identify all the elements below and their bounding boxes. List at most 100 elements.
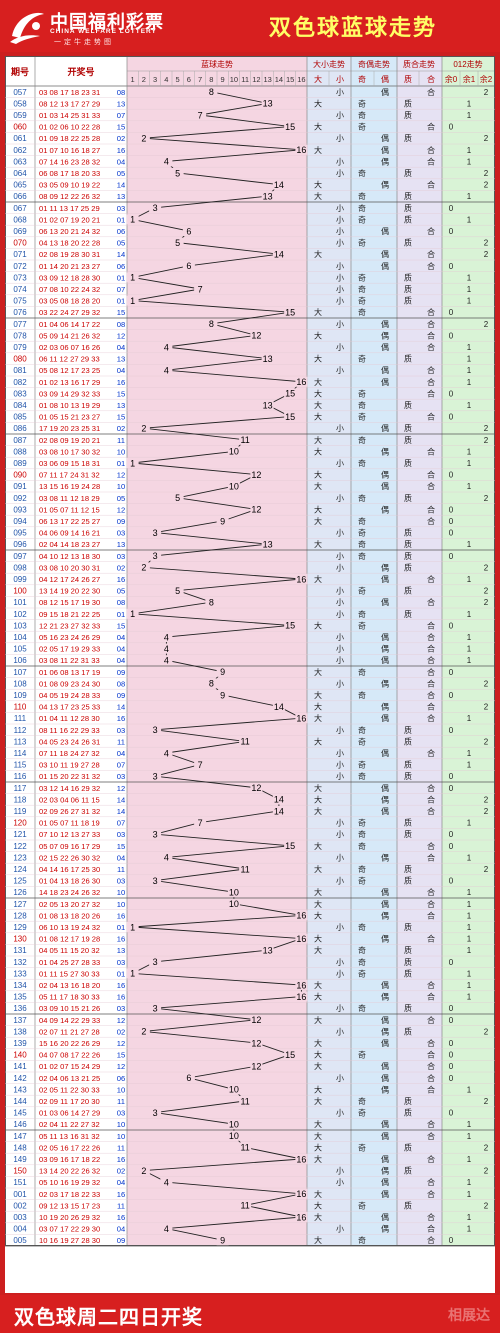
- prime-mark: 质: [404, 168, 412, 178]
- mod3-mark: 2: [484, 134, 489, 143]
- mod3-mark: 0: [449, 262, 454, 271]
- odd-mark: 奇: [358, 272, 366, 282]
- blue-ball-cell: 02: [117, 424, 125, 433]
- mod3-mark: 0: [449, 784, 454, 793]
- blue-point-bg: [126, 968, 139, 979]
- mod3-mark: 1: [467, 1190, 472, 1199]
- blue-point-label: 13: [263, 99, 273, 109]
- small-mark: 小: [336, 262, 344, 271]
- blue-point-bg: [295, 1154, 308, 1164]
- even-mark: 偶: [381, 319, 389, 329]
- red-balls-cell: 03 09 10 15 21 26: [39, 1004, 100, 1013]
- blue-point-label: 12: [251, 331, 261, 341]
- big-mark: 大: [314, 1084, 322, 1094]
- red-balls-cell: 05 07 09 16 17 29: [39, 842, 100, 851]
- odd-mark: 奇: [358, 609, 366, 619]
- period-cell: 086: [13, 424, 27, 433]
- blue-ball-cell: 09: [117, 668, 125, 677]
- even-mark: 偶: [381, 342, 389, 352]
- big-mark: 大: [314, 1154, 322, 1164]
- footer-banner: 双色球周二四日开奖 相展达: [0, 1295, 500, 1333]
- blue-col-label: 1: [131, 75, 135, 84]
- even-mark: 偶: [381, 1177, 389, 1187]
- composite-mark: 合: [427, 1073, 435, 1083]
- blue-point-label: 9: [220, 516, 225, 526]
- even-mark: 偶: [381, 910, 389, 920]
- small-mark: 小: [336, 645, 344, 654]
- composite-mark: 合: [427, 470, 435, 480]
- blue-ball-cell: 07: [117, 761, 125, 770]
- blue-point-bg: [137, 133, 150, 144]
- period-cell: 147: [13, 1132, 27, 1141]
- blue-point-label: 15: [285, 841, 295, 851]
- big-mark: 大: [314, 574, 322, 584]
- even-mark: 偶: [381, 806, 389, 816]
- small-mark: 小: [336, 494, 344, 503]
- mod3-mark: 2: [484, 1143, 489, 1152]
- big-mark: 大: [314, 481, 322, 491]
- period-cell: 118: [14, 795, 27, 804]
- blue-point-label: 11: [240, 1143, 249, 1153]
- red-balls-cell: 13 15 16 19 24 28: [39, 482, 100, 491]
- red-balls-cell: 01 08 09 23 24 30: [39, 679, 100, 688]
- small-mark: 小: [336, 563, 344, 572]
- blue-ball-cell: 11: [117, 436, 125, 445]
- mod3-mark: 0: [449, 227, 454, 236]
- odd-mark: 奇: [358, 412, 366, 422]
- blue-ball-cell: 15: [117, 389, 125, 398]
- small-mark: 小: [336, 297, 344, 306]
- blue-point-label: 11: [240, 435, 249, 445]
- lottery-logo-icon: [10, 12, 44, 44]
- odd-mark: 奇: [358, 968, 366, 978]
- blue-col-label: 11: [241, 75, 249, 84]
- mod3-mark: 1: [467, 1085, 472, 1094]
- big-mark: 大: [314, 1200, 322, 1210]
- composite-mark: 合: [427, 307, 435, 317]
- red-balls-cell: 06 13 20 21 24 32: [39, 227, 100, 236]
- blue-point-label: 3: [153, 551, 158, 561]
- prime-mark: 质: [404, 539, 412, 549]
- period-cell: 063: [13, 157, 27, 166]
- period-cell: 085: [13, 413, 27, 422]
- big-mark: 大: [314, 516, 322, 526]
- small-mark: 小: [336, 610, 344, 619]
- mod3-mark: 2: [484, 563, 489, 572]
- period-cell: 141: [13, 1062, 27, 1071]
- odd-mark: 奇: [358, 736, 366, 746]
- red-balls-cell: 02 05 11 22 30 33: [39, 1085, 100, 1094]
- blue-col-label: 7: [198, 75, 202, 84]
- even-mark: 偶: [381, 597, 389, 607]
- composite-mark: 合: [427, 504, 435, 514]
- period-cell: 108: [13, 679, 27, 688]
- blue-point-label: 8: [209, 87, 214, 97]
- blue-ball-cell: 14: [117, 795, 125, 804]
- red-balls-cell: 03 09 14 29 32 33: [39, 389, 100, 398]
- blue-ball-cell: 13: [117, 99, 125, 108]
- blue-point-bg: [182, 260, 195, 271]
- blue-point-label: 6: [186, 226, 191, 236]
- small-mark: 小: [336, 969, 344, 978]
- red-balls-cell: 05 10 16 19 29 32: [39, 1178, 100, 1187]
- even-mark: 偶: [381, 632, 389, 642]
- period-cell: 138: [13, 1027, 27, 1036]
- small-mark: 小: [336, 459, 344, 468]
- big-mark: 大: [314, 1096, 322, 1106]
- mod3-mark: 0: [449, 1236, 454, 1245]
- odd-mark: 奇: [358, 110, 366, 120]
- even-mark: 偶: [381, 145, 389, 155]
- period-cell: 057: [13, 88, 27, 97]
- blue-ball-cell: 09: [117, 691, 125, 700]
- small-mark: 小: [336, 529, 344, 538]
- blue-point-bg: [250, 782, 263, 793]
- blue-ball-cell: 01: [117, 215, 125, 224]
- trend-chart: 期号 开奖号 蓝球走势 大小走势 奇偶走势 质合走势 012走势 1 2 3 4 5 6 7 8 9 10 11 1…: [5, 56, 495, 1293]
- composite-mark: 合: [427, 992, 435, 1002]
- red-balls-cell: 10 16 19 27 28 30: [39, 1236, 100, 1245]
- odd-mark: 奇: [358, 528, 366, 538]
- even-mark: 偶: [381, 156, 389, 166]
- mod3-mark: 2: [484, 587, 489, 596]
- blue-point-label: 14: [274, 180, 284, 190]
- sub-col-label: 余2: [480, 74, 493, 84]
- blue-point-label: 10: [229, 482, 239, 492]
